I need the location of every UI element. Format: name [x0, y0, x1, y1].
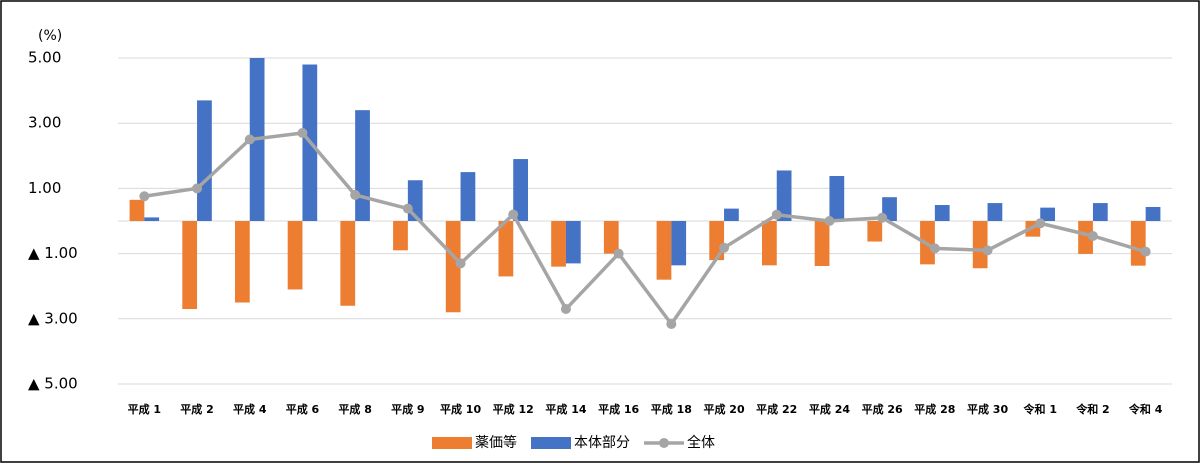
bar [129, 199, 145, 221]
bar [656, 221, 672, 280]
marker [139, 191, 150, 202]
bar [814, 221, 830, 266]
legend-swatch [432, 437, 472, 449]
bar [987, 203, 1003, 221]
bar [867, 221, 883, 242]
x-tick-label: 平成 16 [598, 402, 639, 416]
x-tick-label: 平成 1 [128, 402, 161, 416]
bar [182, 221, 198, 310]
bar [972, 221, 988, 269]
y-tick-label: ▲ 1.00 [28, 244, 78, 262]
bar [776, 170, 792, 221]
bar [565, 221, 581, 264]
bar [460, 172, 476, 221]
marker [350, 189, 361, 200]
bar [393, 221, 408, 251]
marker [877, 212, 888, 223]
x-tick-label: 令和 1 [1023, 402, 1057, 416]
marker [402, 203, 413, 214]
x-tick-label: 平成 12 [493, 402, 534, 416]
bar [1040, 207, 1056, 221]
x-tick-label: 平成 8 [338, 402, 371, 416]
bar [355, 110, 370, 221]
bar [1130, 221, 1146, 266]
legend-swatch [659, 438, 669, 448]
marker [1140, 246, 1151, 257]
bar [1145, 206, 1161, 221]
y-unit: (%) [38, 28, 62, 44]
legend-swatch [531, 437, 571, 449]
legend-label: 本体部分 [574, 435, 630, 451]
marker [824, 216, 835, 226]
bar [761, 221, 777, 266]
line [144, 131, 1147, 328]
marker [508, 209, 519, 220]
y-tick-label: 1.00 [28, 179, 61, 197]
marker [929, 243, 940, 254]
legend-label: 全体 [687, 434, 715, 451]
marker [982, 245, 993, 256]
marker [244, 134, 255, 145]
x-tick-label: 平成 28 [914, 402, 955, 416]
bar [724, 208, 739, 221]
bar [934, 205, 950, 221]
bar [551, 221, 566, 267]
bar [671, 221, 687, 266]
bar [234, 221, 250, 303]
x-tick-label: 平成 9 [391, 402, 424, 416]
marker [560, 304, 571, 315]
bar [287, 221, 303, 290]
x-tick-label: 平成 24 [809, 402, 850, 416]
bar [513, 159, 529, 221]
marker [1035, 218, 1046, 229]
legend-label: 薬価等 [475, 434, 517, 451]
y-tick-label: 5.00 [28, 49, 61, 67]
x-tick-label: 平成 22 [756, 402, 797, 416]
marker [192, 183, 203, 194]
marker [613, 248, 624, 259]
bar [603, 221, 619, 254]
x-tick-label: 平成 30 [967, 402, 1008, 416]
x-tick-label: 平成 6 [286, 402, 320, 416]
x-tick-label: 平成 18 [651, 402, 692, 416]
x-tick-label: 令和 2 [1075, 402, 1109, 416]
marker [297, 127, 308, 138]
x-tick-label: 令和 4 [1128, 402, 1163, 416]
x-tick-label: 平成 4 [233, 402, 267, 416]
x-tick-label: 平成 10 [440, 402, 481, 416]
marker [719, 242, 730, 253]
marker [455, 258, 466, 269]
bar [445, 221, 461, 313]
marker [666, 319, 677, 330]
bar [1092, 203, 1108, 221]
y-tick-label: ▲ 5.00 [28, 375, 78, 393]
bar [829, 176, 845, 221]
marker [771, 209, 782, 220]
bar [709, 221, 725, 261]
bar [340, 221, 356, 306]
x-tick-label: 平成 2 [180, 402, 213, 416]
y-tick-label: ▲ 3.00 [28, 309, 78, 327]
bar [197, 100, 212, 221]
bar [1078, 221, 1093, 254]
marker [1087, 230, 1098, 241]
bar [144, 217, 160, 221]
bar [498, 221, 514, 277]
y-tick-label: 3.00 [28, 114, 61, 132]
x-tick-label: 平成 20 [703, 402, 744, 416]
x-tick-label: 平成 14 [545, 402, 586, 416]
x-tick-label: 平成 26 [862, 402, 903, 416]
